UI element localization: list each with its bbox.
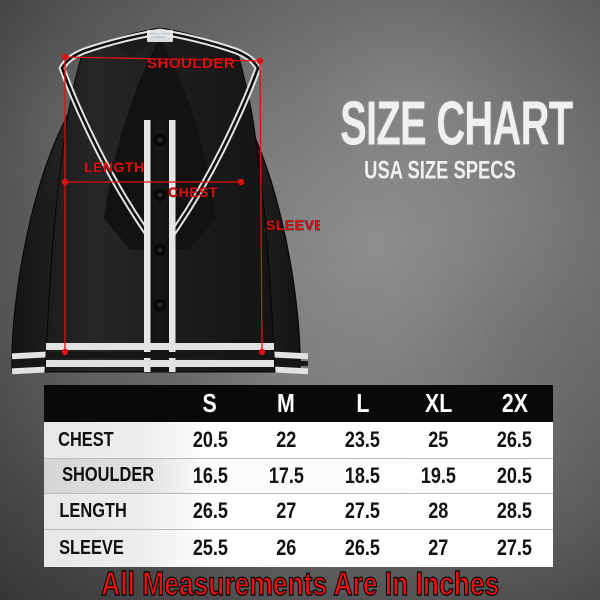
svg-text:CHEST: CHEST [168,184,218,200]
svg-text:LENGTH: LENGTH [84,159,145,175]
svg-text:SHOULDER: SHOULDER [147,55,235,72]
svg-text:SLEEVE: SLEEVE [266,217,320,233]
